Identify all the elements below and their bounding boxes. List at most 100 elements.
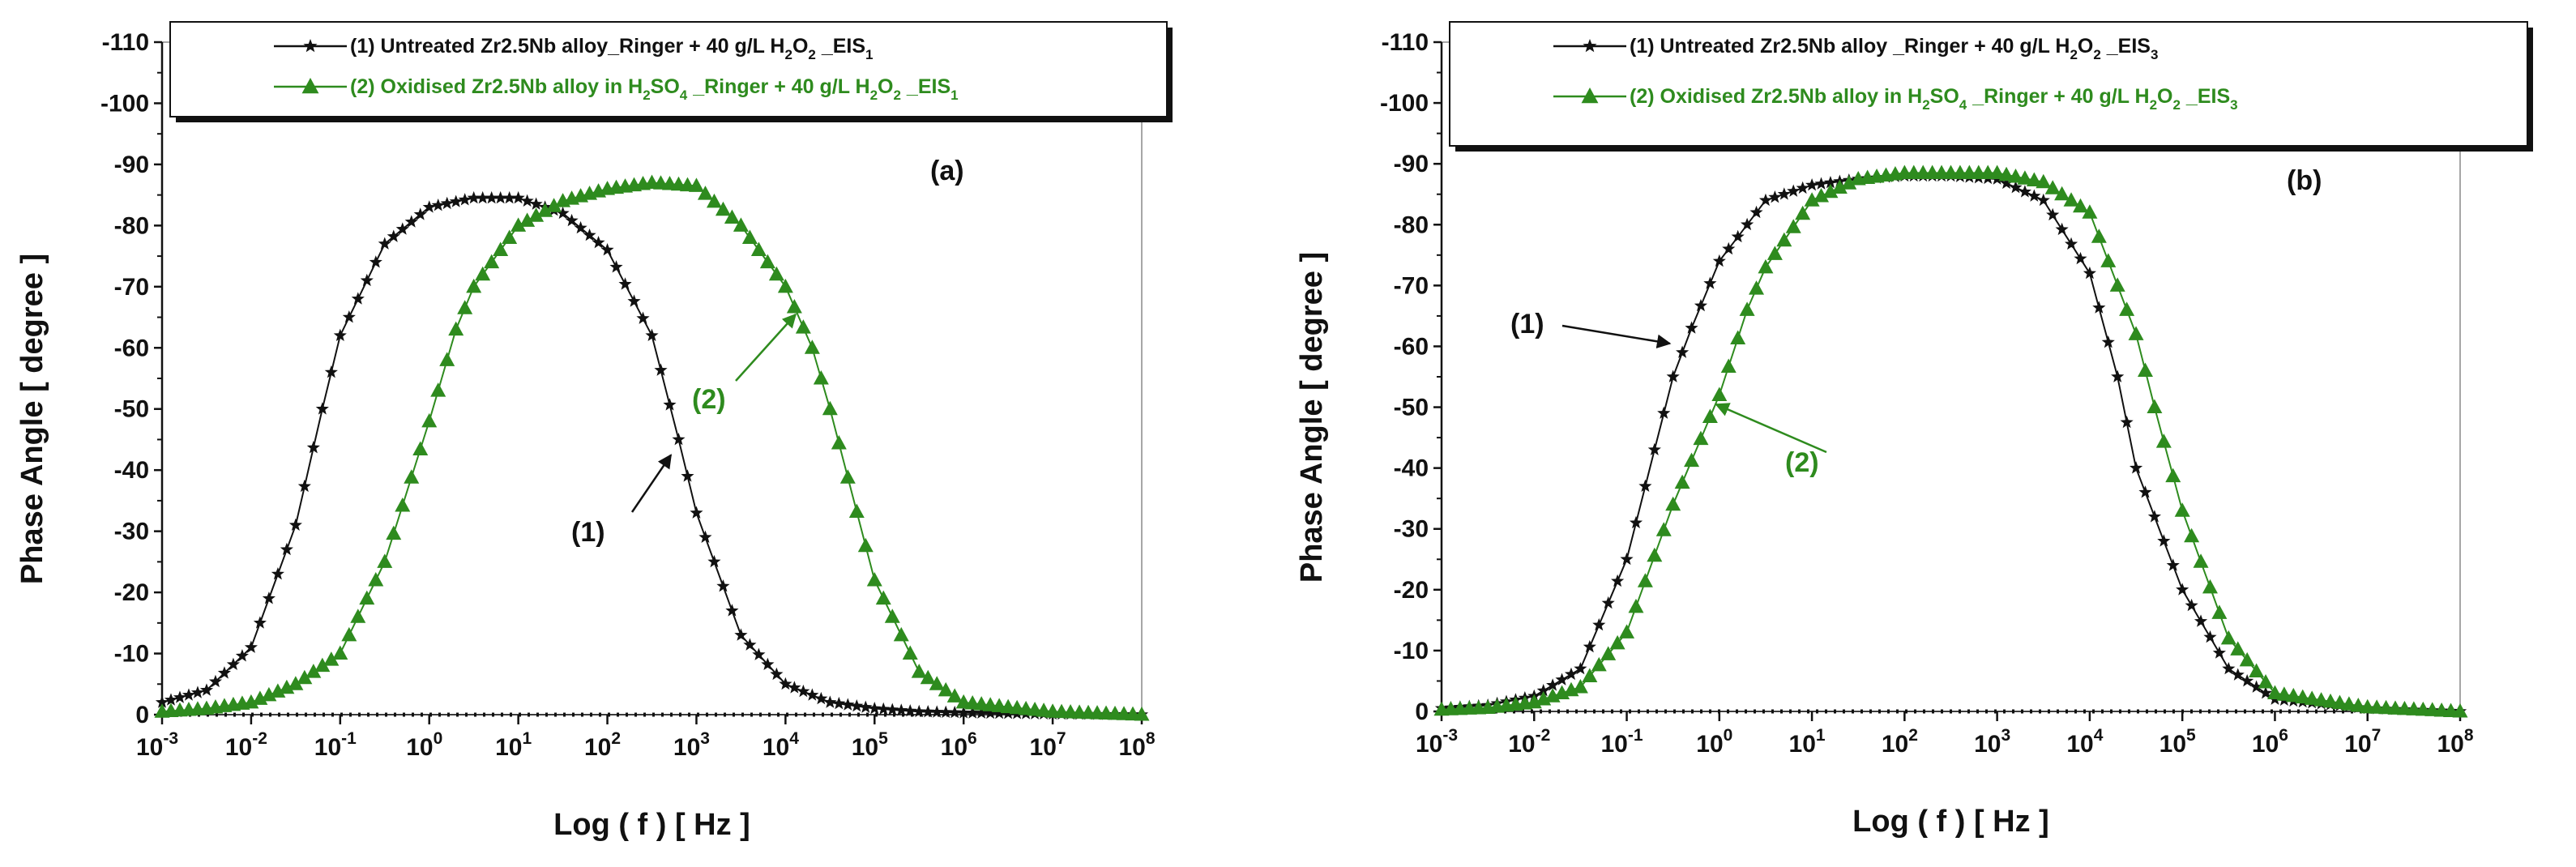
data-point-triangle	[323, 651, 340, 666]
data-point-star	[618, 277, 632, 290]
data-point-star	[886, 703, 899, 715]
y-tick-label: -110	[102, 29, 149, 56]
data-point-star	[609, 260, 623, 273]
data-point-star	[2092, 301, 2106, 314]
data-point-star	[859, 700, 873, 713]
data-point-triangle	[857, 537, 874, 553]
data-point-star	[2055, 222, 2069, 236]
data-point-star	[975, 706, 989, 719]
data-point-triangle	[2276, 686, 2292, 701]
legend-label: (1) Untreated Zr2.5Nb alloy_Ringer + 40 …	[350, 35, 874, 62]
data-point-star	[315, 402, 329, 415]
data-point-triangle	[831, 434, 847, 450]
data-point-triangle	[484, 254, 500, 269]
x-tick-label: 102	[584, 729, 621, 761]
data-point-star	[333, 328, 347, 342]
data-point-triangle	[1665, 496, 1681, 511]
y-tick-label: -20	[1394, 577, 1429, 604]
data-point-star	[253, 616, 267, 629]
data-point-star	[520, 194, 534, 207]
y-tick-label: -110	[1382, 29, 1429, 56]
y-tick-label: 0	[135, 702, 149, 728]
x-tick-label: 10-3	[1416, 726, 1458, 758]
data-point-star	[2064, 237, 2078, 250]
data-point-star	[993, 706, 1006, 720]
annotation-label-2: (2)	[1785, 447, 1819, 478]
data-point-star	[1741, 217, 1754, 231]
y-tick-label: -90	[1394, 151, 1429, 177]
legend: (1) Untreated Zr2.5Nb alloy_Ringer + 40 …	[169, 21, 1173, 122]
data-point-star	[1768, 190, 1782, 203]
data-point-triangle	[759, 254, 775, 269]
data-point-triangle	[946, 688, 963, 703]
data-point-star	[2129, 461, 2143, 474]
data-point-triangle	[502, 229, 518, 244]
data-point-triangle	[2054, 186, 2070, 201]
data-point-triangle	[688, 177, 704, 192]
data-point-triangle	[1647, 547, 1663, 562]
data-point-triangle	[1674, 474, 1690, 489]
data-point-triangle	[2452, 703, 2468, 718]
data-point-star	[574, 220, 587, 234]
data-point-triangle	[466, 278, 482, 293]
data-point-triangle	[777, 278, 793, 293]
data-point-star	[2147, 510, 2161, 523]
data-point-triangle	[795, 319, 811, 334]
data-point-star	[1749, 205, 1763, 219]
data-point-triangle	[2258, 673, 2274, 689]
data-point-triangle	[288, 676, 304, 690]
y-tick-label: -50	[114, 396, 149, 423]
x-tick-label: 103	[1974, 726, 2010, 758]
x-tick-label: 108	[2437, 726, 2473, 758]
data-point-star	[2009, 180, 2023, 194]
y-tick-label: -90	[114, 152, 149, 178]
data-point-star	[288, 518, 302, 531]
data-point-star	[895, 703, 908, 716]
series-1	[1434, 169, 2467, 717]
data-point-star	[458, 193, 472, 206]
data-point-star	[467, 190, 481, 204]
data-point-triangle	[2147, 399, 2163, 414]
data-point-triangle	[2350, 698, 2366, 712]
data-point-star	[1611, 574, 1625, 587]
data-point-star	[1583, 639, 1596, 653]
legend-label: (2) Oxidised Zr2.5Nb alloy in H2SO4 _Rin…	[350, 75, 959, 103]
data-point-triangle	[2249, 663, 2265, 677]
data-point-triangle	[2155, 433, 2172, 448]
data-point-star	[2157, 534, 2171, 547]
data-point-triangle	[741, 229, 758, 244]
data-point-triangle	[314, 657, 331, 673]
data-point-star	[173, 690, 187, 703]
data-point-triangle	[243, 694, 259, 709]
data-point-star	[1685, 321, 1698, 334]
data-point-star	[690, 506, 703, 519]
data-point-star	[1638, 479, 1652, 493]
data-point-triangle	[1702, 408, 1718, 424]
data-point-triangle	[697, 186, 713, 200]
panel-label: (a)	[930, 156, 964, 186]
data-point-triangle	[768, 266, 784, 281]
x-tick-label: 106	[2252, 726, 2288, 758]
data-point-star	[164, 693, 178, 706]
data-point-star	[2046, 207, 2060, 221]
data-point-triangle	[350, 609, 366, 623]
data-point-triangle	[1655, 522, 1672, 536]
data-point-triangle	[493, 241, 509, 257]
y-tick-label: -10	[1394, 638, 1429, 664]
data-point-star	[262, 592, 276, 604]
data-point-star	[939, 705, 953, 719]
data-point-triangle	[2017, 170, 2033, 185]
data-point-triangle	[929, 676, 945, 690]
annotation-arrow	[1561, 324, 1672, 349]
data-point-star	[1620, 552, 1634, 566]
annotation-label-1: (1)	[1510, 309, 1544, 340]
x-tick-label: 102	[1882, 726, 1918, 758]
data-point-triangle	[1785, 219, 1801, 233]
data-point-triangle	[2341, 696, 2357, 711]
data-point-triangle	[2063, 192, 2079, 207]
y-tick-label: -80	[1394, 211, 1429, 238]
data-point-triangle	[2322, 693, 2339, 708]
data-point-star	[1796, 181, 1809, 194]
data-point-triangle	[421, 412, 438, 428]
series-line	[161, 197, 1143, 715]
